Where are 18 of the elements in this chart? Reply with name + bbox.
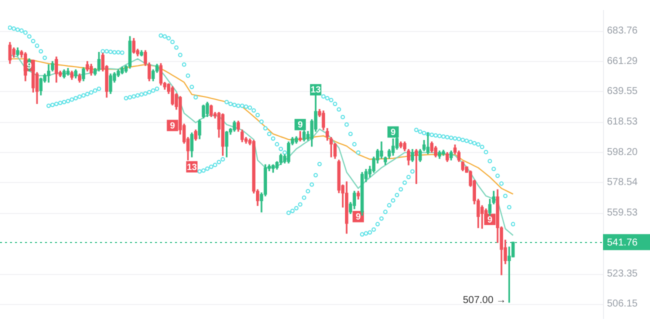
y-tick-label: 506.15 xyxy=(607,298,638,310)
y-tick-label: 559.53 xyxy=(607,208,638,219)
annotation: 9 xyxy=(298,120,303,130)
y-tick-label: 598.20 xyxy=(607,146,638,158)
annotation: 507.00 → xyxy=(462,295,506,306)
y-tick-label: 523.35 xyxy=(607,268,638,280)
y-tick-label: 661.29 xyxy=(607,56,638,67)
ref-line-label: 541.76 xyxy=(607,237,638,248)
annotation: 9 xyxy=(170,120,175,130)
y-tick-label: 578.54 xyxy=(607,177,638,188)
y-tick-label: 639.55 xyxy=(607,86,638,98)
annotation: 9 xyxy=(487,214,492,224)
y-tick-label: 683.76 xyxy=(607,25,638,36)
annotation: 13 xyxy=(186,162,197,172)
annotation: 9 xyxy=(356,212,361,222)
y-tick-label: 618.53 xyxy=(607,116,638,128)
annotation: 9 xyxy=(390,126,396,137)
annotation: 13 xyxy=(310,84,321,95)
